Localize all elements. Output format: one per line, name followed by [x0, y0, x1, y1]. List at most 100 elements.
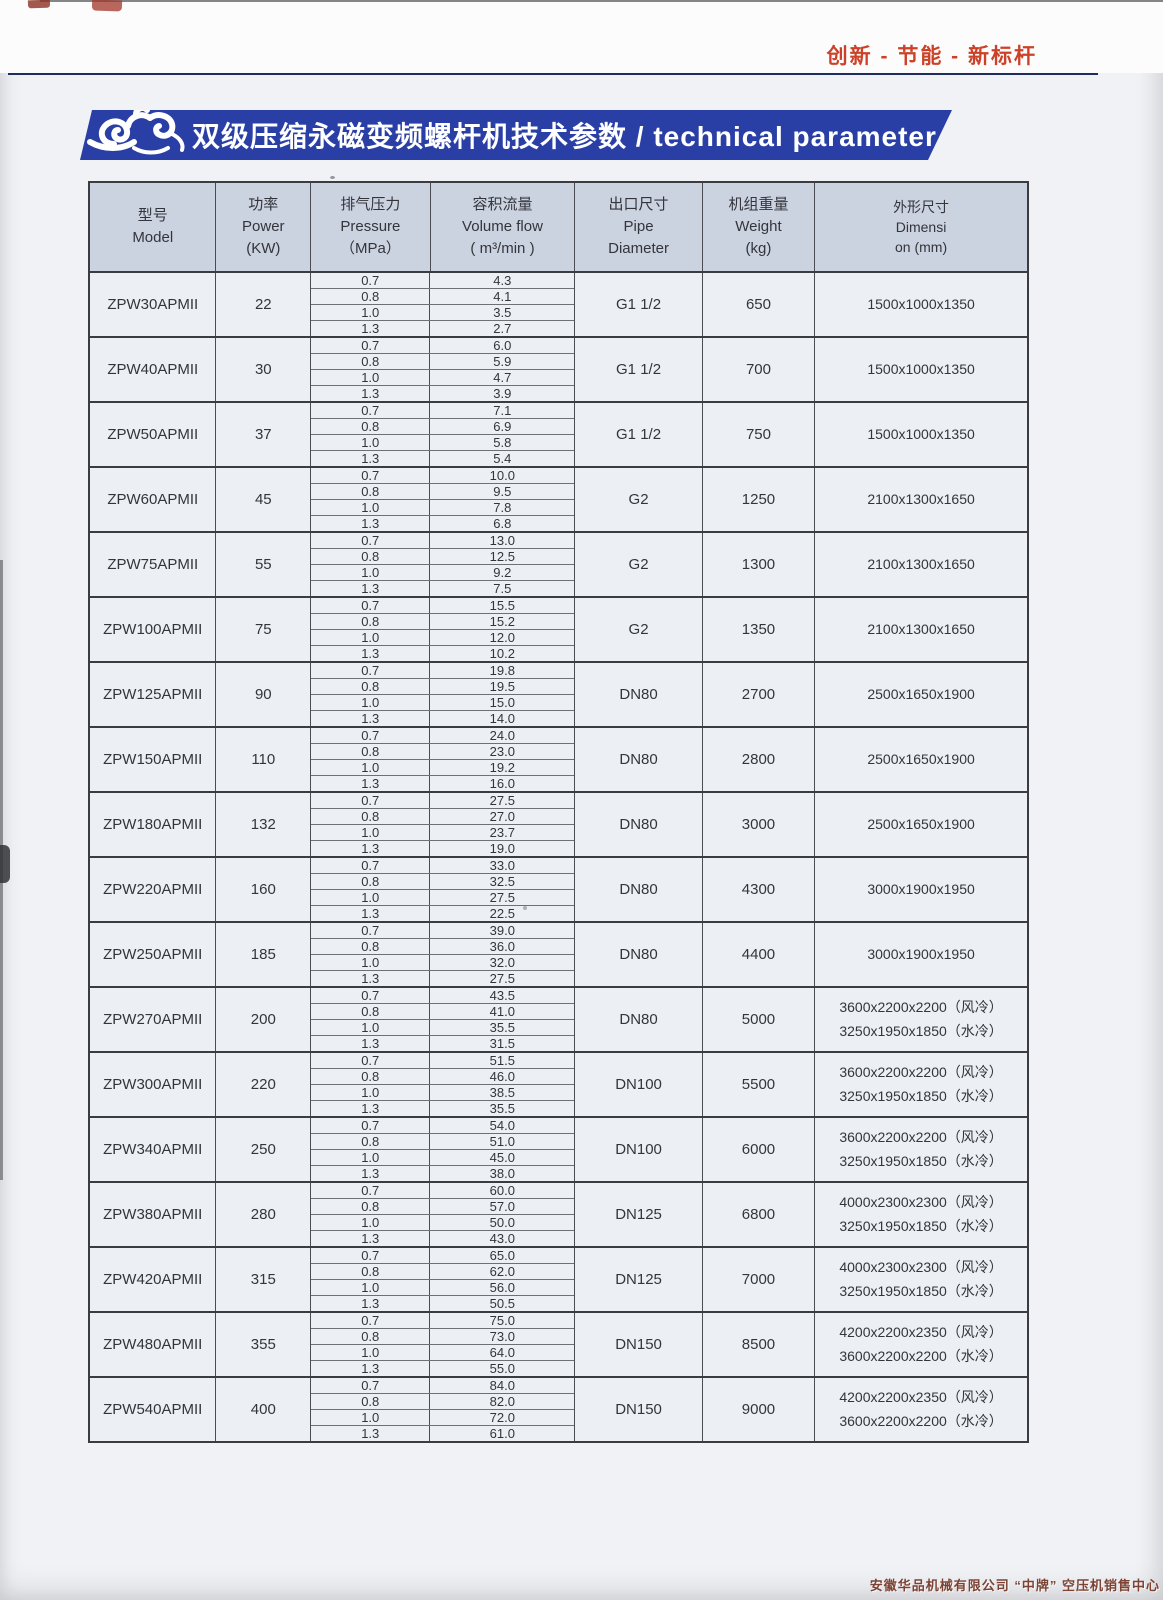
table-row: ZPW300APMII 220 0.7 51.5 0.8 46.0 1.0 38… — [90, 1053, 1027, 1118]
dimension-line: 3000x1900x1950 — [867, 880, 975, 897]
pressure-value: 1.0 — [311, 890, 431, 905]
pressure-volume-subrow: 0.7 33.0 — [311, 858, 575, 874]
pipe-diameter-cell: DN150 — [575, 1313, 703, 1376]
pipe-diameter-cell: DN125 — [575, 1248, 703, 1311]
pressure-volume-subrow: 1.3 7.5 — [311, 581, 574, 596]
volume-flow-value: 27.0 — [489, 809, 515, 824]
pressure-value: 0.8 — [311, 614, 431, 629]
pressure-value: 1.0 — [311, 630, 431, 645]
pressure-value: 0.8 — [311, 419, 431, 434]
pressure-volume-cell: 0.7 15.5 0.8 15.2 1.0 12.0 1.3 10.2 — [311, 598, 576, 661]
header-line: 机组重量 — [728, 196, 789, 214]
pipe-diameter-cell: G2 — [575, 598, 703, 661]
dimension-cell: 3000x1900x1950 — [815, 923, 1027, 986]
dimension-cell: 4000x2300x2300（风冷） 3250x1950x1850（水冷） — [815, 1183, 1027, 1246]
pressure-volume-subrow: 1.3 10.2 — [311, 646, 574, 661]
pressure-volume-subrow: 0.8 36.0 — [311, 939, 575, 955]
pressure-volume-subrow: 0.7 19.8 — [311, 663, 575, 679]
header-line: (kg) — [745, 239, 772, 257]
volume-flow-value: 3.9 — [493, 386, 512, 401]
pressure-value: 0.8 — [311, 1199, 431, 1214]
volume-flow-value: 27.5 — [489, 793, 515, 808]
pressure-value: 0.8 — [311, 289, 431, 304]
scan-speck — [330, 176, 335, 179]
pressure-volume-subrow: 0.8 32.5 — [311, 874, 575, 890]
cloud-ornament-icon — [84, 104, 192, 166]
volume-flow-value: 10.0 — [489, 468, 515, 483]
table-row: ZPW420APMII 315 0.7 65.0 0.8 62.0 1.0 56… — [90, 1248, 1027, 1313]
model-cell: ZPW100APMII — [90, 598, 217, 661]
pressure-volume-subrow: 1.0 15.0 — [311, 695, 575, 711]
power-cell: 132 — [216, 793, 312, 856]
pressure-volume-subrow: 0.8 51.0 — [311, 1134, 575, 1150]
volume-flow-value: 32.0 — [489, 955, 515, 970]
power-cell: 250 — [216, 1118, 312, 1181]
pressure-value: 1.0 — [311, 435, 431, 450]
pressure-value: 0.8 — [311, 354, 431, 369]
pressure-value: 0.8 — [311, 1134, 431, 1149]
header-line: Model — [132, 229, 174, 246]
dimension-line: 3600x2200x2200（水冷） — [839, 1347, 1003, 1364]
pressure-value: 0.7 — [311, 1378, 431, 1393]
pressure-value: 0.8 — [311, 679, 431, 694]
volume-flow-value: 56.0 — [489, 1280, 515, 1295]
volume-flow-value: 2.7 — [493, 321, 512, 336]
pressure-volume-subrow: 1.3 5.4 — [311, 451, 574, 466]
pressure-value: 1.3 — [311, 1296, 431, 1311]
pressure-value: 0.7 — [311, 1053, 431, 1068]
model-cell: ZPW40APMII — [90, 338, 217, 401]
pressure-value: 1.0 — [311, 500, 431, 515]
volume-flow-value: 62.0 — [489, 1264, 515, 1279]
power-cell: 220 — [216, 1053, 312, 1116]
volume-flow-value: 5.8 — [493, 435, 512, 450]
pressure-volume-subrow: 0.8 4.1 — [311, 289, 575, 305]
pressure-volume-subrow: 1.0 38.5 — [311, 1085, 575, 1101]
pressure-volume-subrow: 1.0 7.8 — [311, 500, 575, 516]
pressure-value: 0.8 — [311, 744, 431, 759]
dimension-cell: 3600x2200x2200（风冷） 3250x1950x1850（水冷） — [815, 1053, 1027, 1116]
header-line: Diameter — [608, 239, 669, 257]
scan-edge-top — [40, 0, 1163, 2]
pressure-value: 0.7 — [311, 1248, 431, 1263]
pressure-value: 1.0 — [311, 1215, 431, 1230]
pressure-volume-cell: 0.7 24.0 0.8 23.0 1.0 19.2 1.3 16.0 — [311, 728, 576, 791]
pressure-volume-subrow: 0.8 9.5 — [311, 484, 575, 500]
power-cell: 90 — [216, 663, 312, 726]
model-cell: ZPW300APMII — [90, 1053, 217, 1116]
header-dimension: 外形尺寸 Dimensi on (mm) — [815, 183, 1027, 271]
weight-cell: 1250 — [703, 468, 816, 531]
pressure-value: 1.3 — [311, 711, 431, 726]
volume-flow-value: 33.0 — [489, 858, 515, 873]
pressure-volume-subrow: 1.3 27.5 — [311, 971, 574, 986]
table-row: ZPW250APMII 185 0.7 39.0 0.8 36.0 1.0 32… — [90, 923, 1027, 988]
dimension-cell: 3600x2200x2200（风冷） 3250x1950x1850（水冷） — [815, 1118, 1027, 1181]
power-cell: 280 — [216, 1183, 312, 1246]
model-cell: ZPW380APMII — [90, 1183, 217, 1246]
weight-cell: 3000 — [703, 793, 816, 856]
volume-flow-value: 27.5 — [489, 890, 515, 905]
power-cell: 355 — [216, 1313, 312, 1376]
dimension-cell: 2500x1650x1900 — [815, 663, 1027, 726]
table-row: ZPW40APMII 30 0.7 6.0 0.8 5.9 1.0 4.7 1.… — [90, 338, 1027, 403]
volume-flow-value: 35.5 — [489, 1101, 515, 1116]
pressure-value: 1.3 — [311, 1361, 431, 1376]
pipe-diameter-cell: DN80 — [575, 988, 703, 1051]
pressure-value: 0.7 — [311, 1118, 431, 1133]
pressure-volume-subrow: 0.7 6.0 — [311, 338, 575, 354]
header-line: 功率 — [248, 196, 279, 214]
dimension-cell: 4000x2300x2300（风冷） 3250x1950x1850（水冷） — [815, 1248, 1027, 1311]
volume-flow-value: 10.2 — [489, 646, 515, 661]
weight-cell: 4300 — [703, 858, 816, 921]
pressure-volume-subrow: 0.8 27.0 — [311, 809, 575, 825]
pressure-volume-subrow: 1.3 2.7 — [311, 321, 574, 336]
volume-flow-value: 65.0 — [489, 1248, 515, 1263]
dimension-line: 2500x1650x1900 — [867, 750, 975, 767]
pipe-diameter-cell: DN80 — [575, 858, 703, 921]
header-model: 型号 Model — [90, 183, 217, 271]
model-cell: ZPW75APMII — [90, 533, 217, 596]
volume-flow-value: 84.0 — [489, 1378, 515, 1393]
volume-flow-value: 9.2 — [493, 565, 512, 580]
pressure-value: 1.0 — [311, 1020, 431, 1035]
pipe-diameter-cell: G2 — [575, 533, 703, 596]
header-pipe-diameter: 出口尺寸 Pipe Diameter — [575, 183, 703, 271]
